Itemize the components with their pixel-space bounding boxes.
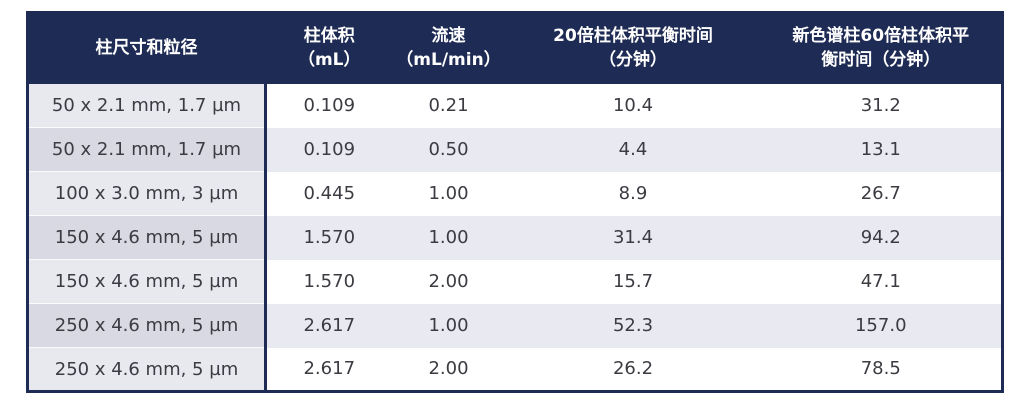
cell-dimension: 50 x 2.1 mm, 1.7 µm	[27, 127, 267, 172]
cell-eq-time-60x: 26.7	[760, 171, 1003, 216]
column-header-dimension: 柱尺寸和粒径	[27, 12, 267, 84]
cell-dimension: 250 x 4.6 mm, 5 µm	[27, 303, 267, 348]
cell-flow-rate: 1.00	[391, 303, 506, 348]
table-header-row: 柱尺寸和粒径 柱体积 （mL） 流速 （mL/min） 20倍柱体积平衡时间 （…	[27, 12, 1003, 84]
cell-volume: 1.570	[265, 215, 392, 260]
cell-eq-time-60x: 78.5	[760, 347, 1003, 392]
table-row: 250 x 4.6 mm, 5 µm 2.617 2.00 26.2 78.5	[27, 347, 1003, 392]
cell-eq-time-60x: 31.2	[760, 83, 1003, 128]
cell-volume: 2.617	[265, 303, 392, 348]
cell-eq-time-20x: 15.7	[505, 259, 761, 304]
cell-eq-time-20x: 52.3	[505, 303, 761, 348]
cell-flow-rate: 2.00	[391, 259, 506, 304]
cell-flow-rate: 1.00	[391, 171, 506, 216]
table-row: 250 x 4.6 mm, 5 µm 2.617 1.00 52.3 157.0	[27, 303, 1003, 348]
cell-flow-rate: 0.21	[391, 83, 506, 128]
cell-dimension: 150 x 4.6 mm, 5 µm	[27, 259, 267, 304]
cell-eq-time-20x: 31.4	[505, 215, 761, 260]
cell-volume: 2.617	[265, 347, 392, 392]
cell-flow-rate: 0.50	[391, 127, 506, 172]
cell-eq-time-20x: 4.4	[505, 127, 761, 172]
column-header-volume: 柱体积 （mL）	[265, 12, 392, 84]
cell-eq-time-20x: 26.2	[505, 347, 761, 392]
table-row: 150 x 4.6 mm, 5 µm 1.570 2.00 15.7 47.1	[27, 259, 1003, 304]
cell-dimension: 50 x 2.1 mm, 1.7 µm	[27, 83, 267, 128]
cell-volume: 1.570	[265, 259, 392, 304]
equilibration-time-table: 柱尺寸和粒径 柱体积 （mL） 流速 （mL/min） 20倍柱体积平衡时间 （…	[26, 11, 1004, 393]
cell-eq-time-20x: 10.4	[505, 83, 761, 128]
cell-eq-time-60x: 47.1	[760, 259, 1003, 304]
cell-eq-time-20x: 8.9	[505, 171, 761, 216]
column-header-flow-rate: 流速 （mL/min）	[391, 12, 506, 84]
table-row: 50 x 2.1 mm, 1.7 µm 0.109 0.21 10.4 31.2	[27, 83, 1003, 128]
cell-flow-rate: 1.00	[391, 215, 506, 260]
table-row: 50 x 2.1 mm, 1.7 µm 0.109 0.50 4.4 13.1	[27, 127, 1003, 172]
cell-dimension: 250 x 4.6 mm, 5 µm	[27, 347, 267, 392]
cell-volume: 0.109	[265, 127, 392, 172]
cell-eq-time-60x: 157.0	[760, 303, 1003, 348]
cell-flow-rate: 2.00	[391, 347, 506, 392]
cell-eq-time-60x: 13.1	[760, 127, 1003, 172]
table-row: 100 x 3.0 mm, 3 µm 0.445 1.00 8.9 26.7	[27, 171, 1003, 216]
cell-dimension: 150 x 4.6 mm, 5 µm	[27, 215, 267, 260]
cell-eq-time-60x: 94.2	[760, 215, 1003, 260]
table-row: 150 x 4.6 mm, 5 µm 1.570 1.00 31.4 94.2	[27, 215, 1003, 260]
cell-dimension: 100 x 3.0 mm, 3 µm	[27, 171, 267, 216]
column-header-eq-time-20x: 20倍柱体积平衡时间 （分钟）	[505, 12, 761, 84]
cell-volume: 0.445	[265, 171, 392, 216]
cell-volume: 0.109	[265, 83, 392, 128]
column-header-dimension-label: 柱尺寸和粒径	[95, 37, 198, 58]
column-header-eq-time-60x: 新色谱柱60倍柱体积平 衡时间（分钟）	[760, 12, 1003, 84]
